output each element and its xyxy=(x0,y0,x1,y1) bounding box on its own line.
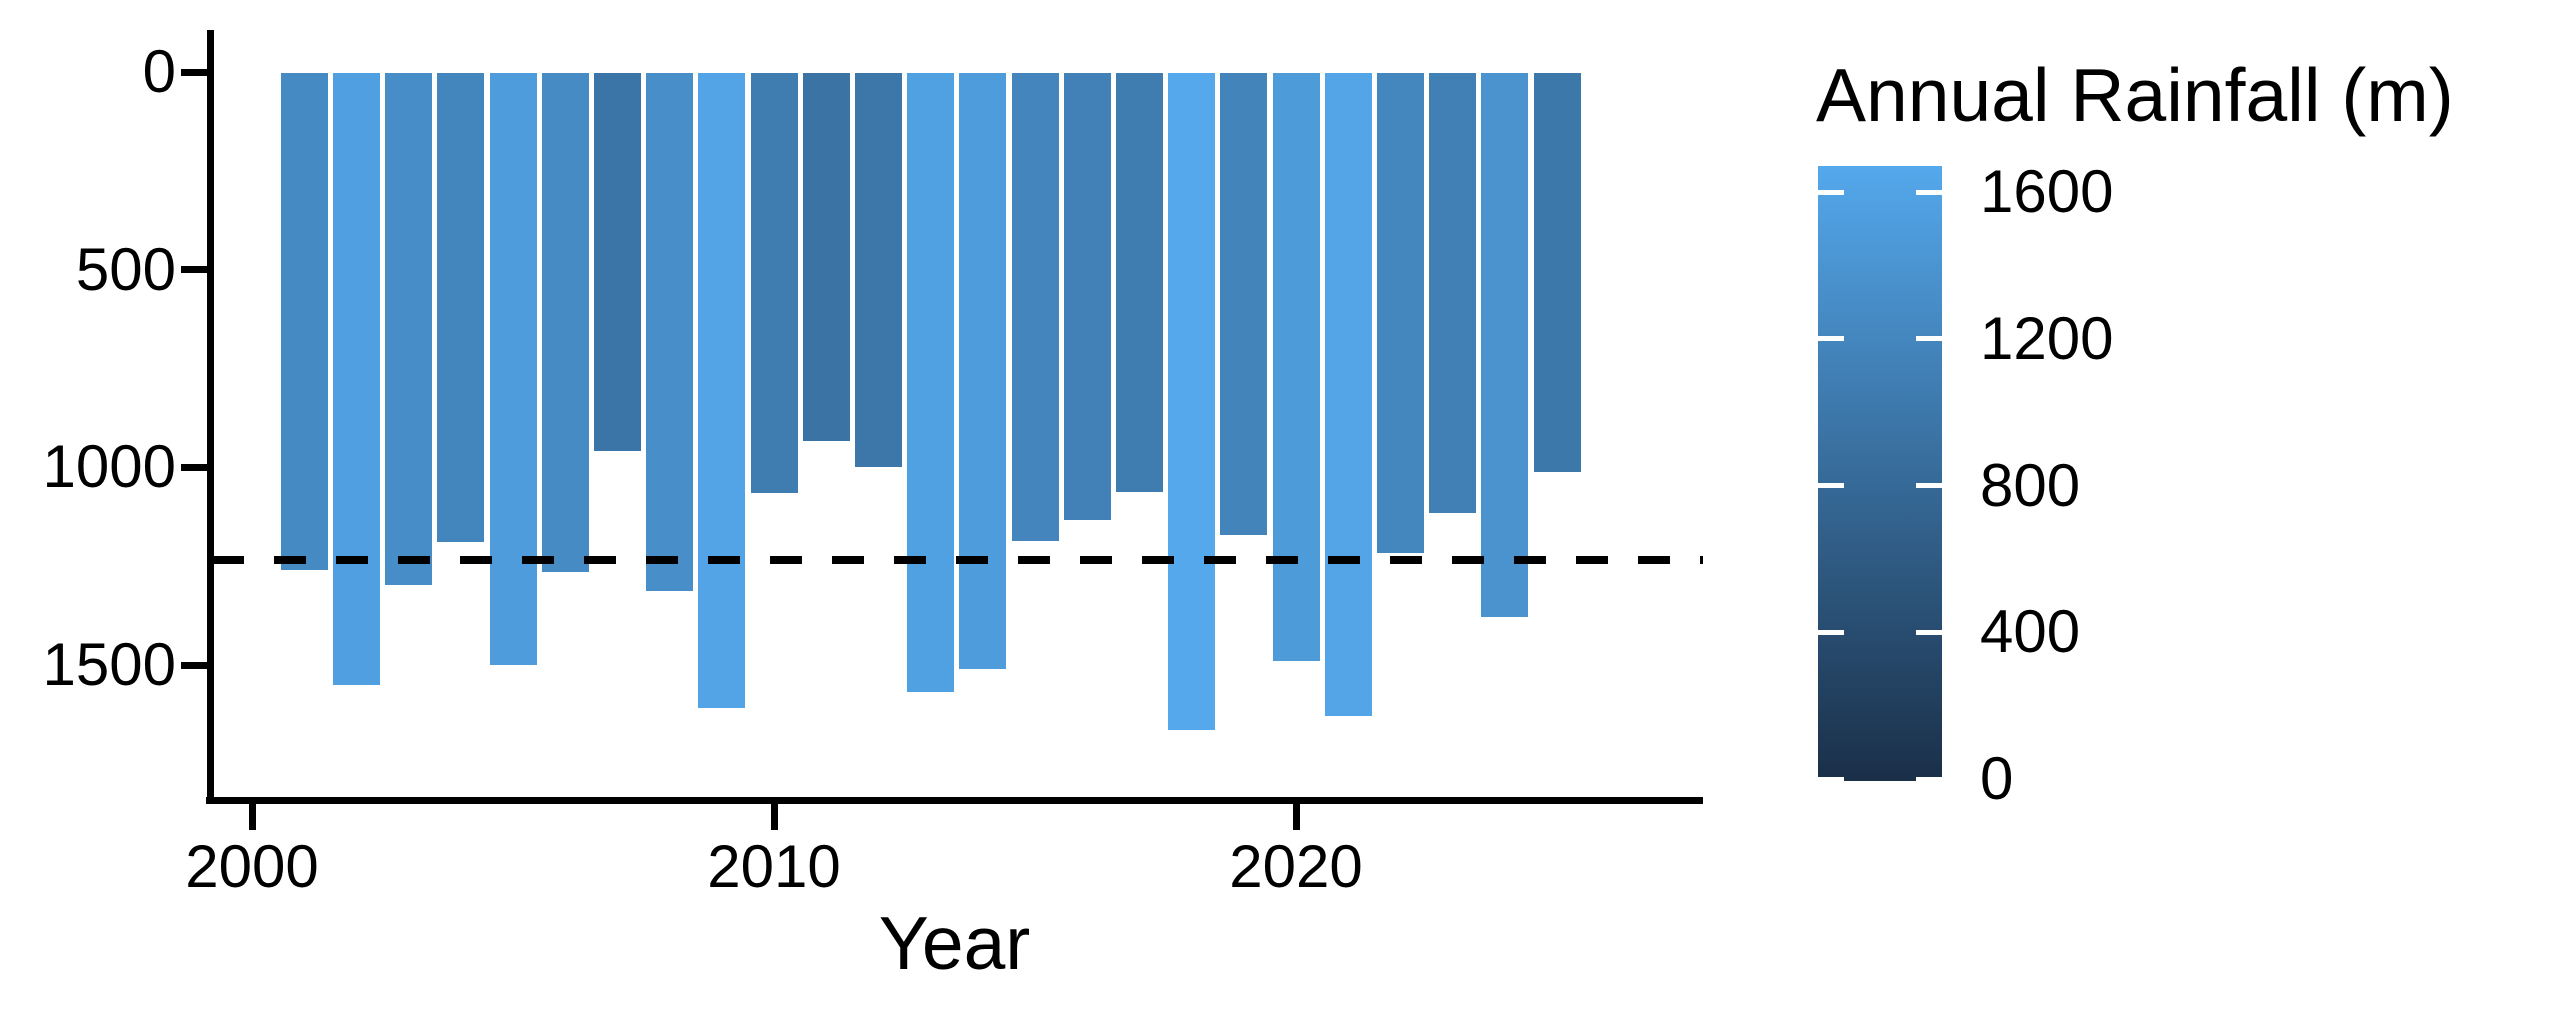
y-axis-tick xyxy=(180,661,207,669)
x-axis-tick-label: 2000 xyxy=(185,833,319,900)
colorbar-tick-right xyxy=(1916,629,1942,635)
y-axis-line xyxy=(206,30,214,804)
legend-tick-label: 800 xyxy=(1980,451,2081,519)
x-axis-tick xyxy=(770,803,778,830)
colorbar-tick-left xyxy=(1818,776,1844,782)
bar-2017 xyxy=(1115,73,1163,492)
colorbar-tick-right xyxy=(1916,483,1942,488)
bar-2010 xyxy=(750,73,798,493)
colorbar-tick-right xyxy=(1916,336,1942,342)
bar-2022 xyxy=(1376,73,1424,553)
bar-2011 xyxy=(802,73,850,441)
legend-tick-label: 1200 xyxy=(1980,304,2114,372)
y-axis-tick xyxy=(180,266,207,274)
bar-2025 xyxy=(1533,73,1581,473)
bar-2005 xyxy=(489,73,537,665)
legend-colorbar xyxy=(1818,166,1942,781)
bar-2019 xyxy=(1220,73,1268,535)
y-axis-tick-label: 1500 xyxy=(42,631,176,698)
bar-2013 xyxy=(907,73,955,692)
colorbar-tick-right xyxy=(1916,776,1942,782)
legend-tick-label: 400 xyxy=(1980,598,2081,666)
bar-2023 xyxy=(1429,73,1477,513)
bar-2016 xyxy=(1063,73,1111,520)
mean-rainfall-dashed-line xyxy=(212,555,1703,564)
x-axis-line xyxy=(206,796,1703,804)
colorbar-tick-left xyxy=(1818,189,1844,195)
bar-2008 xyxy=(646,73,694,591)
bar-2003 xyxy=(385,73,433,586)
bar-2002 xyxy=(332,73,380,685)
x-axis-tick-label: 2020 xyxy=(1229,833,1363,900)
y-axis-tick-label: 0 xyxy=(142,38,176,105)
y-axis-tick xyxy=(180,68,207,76)
colorbar-tick-left xyxy=(1818,336,1844,342)
colorbar-tick-left xyxy=(1818,629,1844,635)
bar-2001 xyxy=(280,73,328,571)
bar-2009 xyxy=(698,73,746,708)
bar-2012 xyxy=(854,73,902,468)
y-axis-tick-label: 500 xyxy=(75,235,176,303)
legend-title: Annual Rainfall (m) xyxy=(1816,53,2454,137)
x-axis-title: Year xyxy=(878,901,1031,985)
colorbar-tick-left xyxy=(1818,483,1844,488)
bar-2014 xyxy=(959,73,1007,669)
x-axis-tick xyxy=(1292,803,1300,830)
y-axis-tick-label: 1000 xyxy=(42,433,176,501)
bar-2021 xyxy=(1324,73,1372,717)
legend-tick-label: 0 xyxy=(1980,745,2014,812)
bar-2024 xyxy=(1481,73,1529,617)
colorbar-tick-right xyxy=(1916,189,1942,195)
bar-2004 xyxy=(437,73,485,542)
bar-2018 xyxy=(1168,73,1216,730)
x-axis-tick xyxy=(248,803,256,830)
bar-2015 xyxy=(1011,73,1059,541)
bar-2006 xyxy=(541,73,589,573)
bar-2020 xyxy=(1272,73,1320,662)
legend-tick-label: 1600 xyxy=(1980,158,2114,225)
x-axis-tick-label: 2010 xyxy=(707,833,841,900)
bar-2007 xyxy=(593,73,641,451)
y-axis-tick xyxy=(180,463,207,471)
